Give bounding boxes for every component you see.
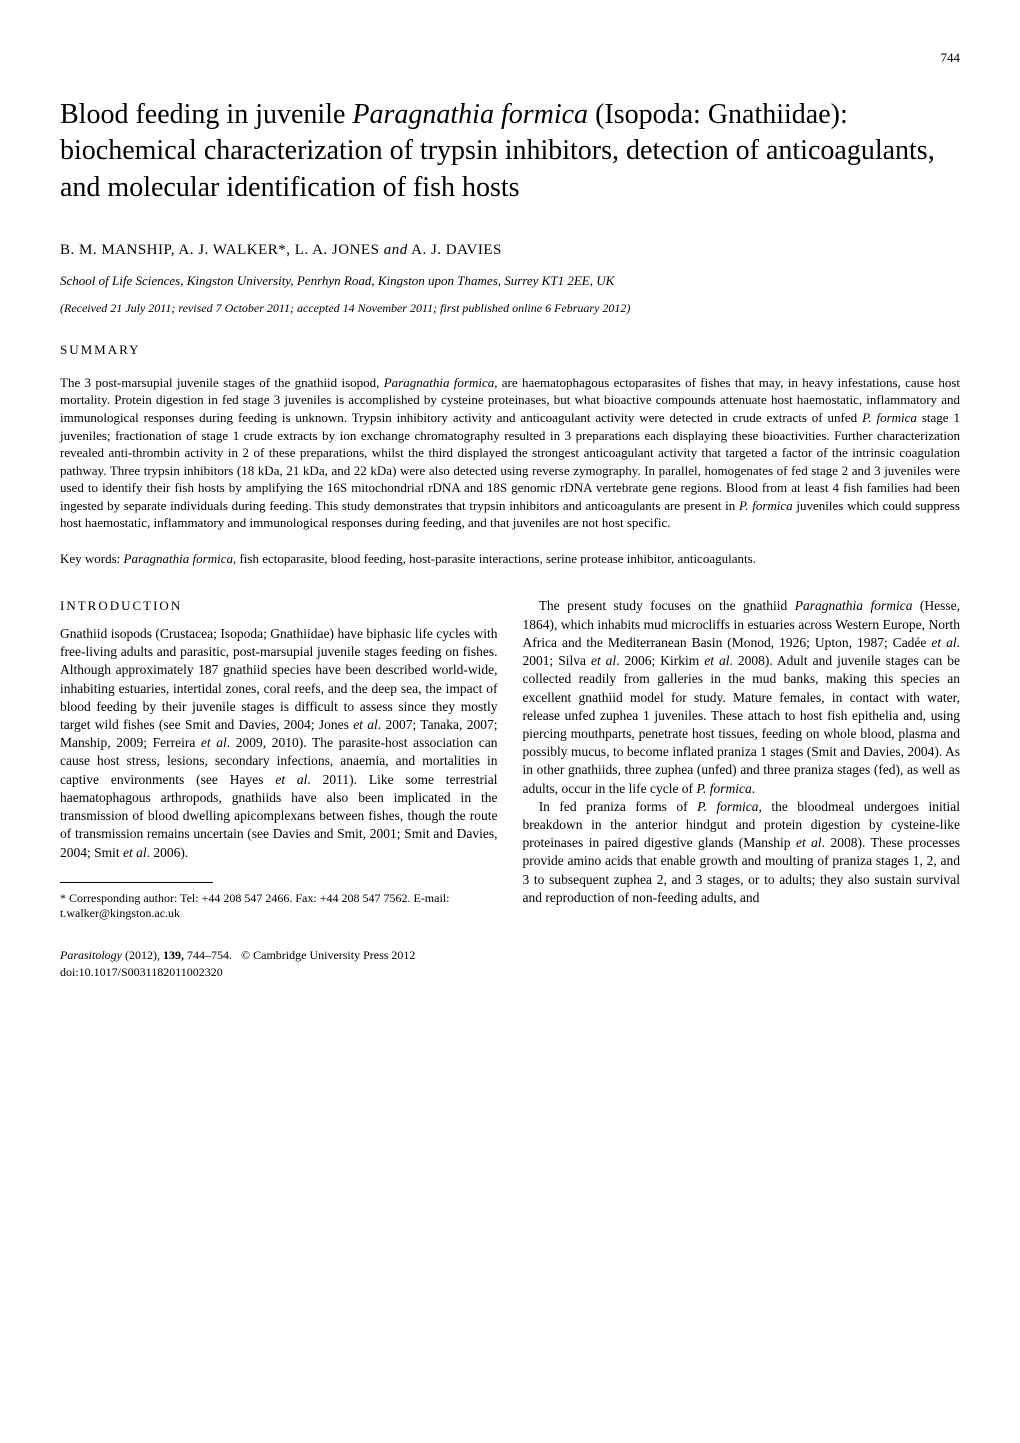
corresponding-author-footnote: * Corresponding author: Tel: +44 208 547…: [60, 891, 498, 922]
journal-copyright: © Cambridge University Press 2012: [241, 948, 415, 962]
summary-heading: SUMMARY: [60, 342, 960, 359]
journal-year: (2012),: [125, 948, 160, 962]
keywords: Key words: Paragnathia formica, fish ect…: [60, 550, 960, 568]
page-number: 744: [60, 50, 960, 67]
journal-info: Parasitology (2012), 139, 744–754. © Cam…: [60, 947, 498, 981]
two-column-body: INTRODUCTION Gnathiid isopods (Crustacea…: [60, 597, 960, 980]
journal-name: Parasitology: [60, 948, 122, 962]
summary-text: The 3 post-marsupial juvenile stages of …: [60, 374, 960, 532]
journal-doi: doi:10.1017/S0031182011002320: [60, 965, 223, 979]
right-paragraph-1: The present study focuses on the gnathii…: [523, 597, 961, 797]
left-column: INTRODUCTION Gnathiid isopods (Crustacea…: [60, 597, 498, 980]
received-dates: (Received 21 July 2011; revised 7 Octobe…: [60, 301, 960, 317]
article-title: Blood feeding in juvenile Paragnathia fo…: [60, 97, 960, 206]
introduction-heading: INTRODUCTION: [60, 597, 498, 615]
journal-volume: 139,: [163, 948, 184, 962]
footnote-divider: [60, 882, 213, 883]
journal-pages: 744–754.: [187, 948, 232, 962]
intro-paragraph-1: Gnathiid isopods (Crustacea; Isopoda; Gn…: [60, 625, 498, 862]
right-paragraph-2: In fed praniza forms of P. formica, the …: [523, 798, 961, 907]
authors: B. M. MANSHIP, A. J. WALKER*, L. A. JONE…: [60, 241, 960, 261]
right-column: The present study focuses on the gnathii…: [523, 597, 961, 980]
affiliation: School of Life Sciences, Kingston Univer…: [60, 273, 960, 290]
